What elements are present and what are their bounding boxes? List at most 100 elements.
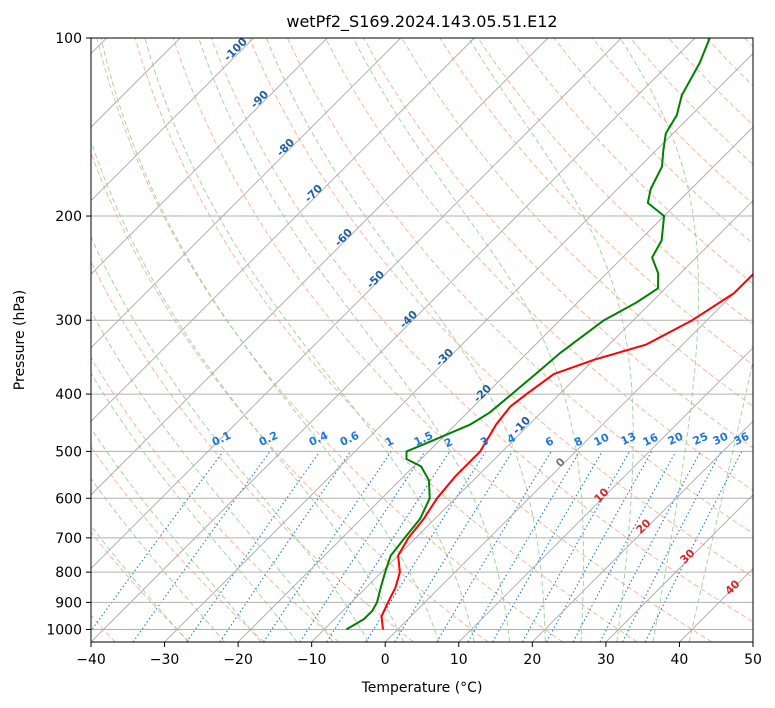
dry-adiabat-line — [210, 38, 753, 623]
dry-adiabat-line — [706, 38, 753, 87]
moist-adiabat-line — [91, 235, 369, 642]
y-tick-label: 900 — [55, 595, 82, 611]
x-axis-label: Temperature (°C) — [361, 680, 483, 696]
mixing-ratio-line — [299, 451, 426, 642]
isotherm-gridline — [91, 38, 696, 642]
moist-adiabat-line — [198, 38, 511, 642]
mixing-ratio-line — [644, 451, 743, 642]
moist-adiabat-label: 0 — [553, 455, 568, 470]
dry-adiabat-label: -20 — [471, 382, 494, 405]
mixing-ratio-line — [546, 451, 653, 642]
y-tick-label: 1000 — [46, 622, 82, 638]
mixing-ratio-label: 8 — [572, 434, 584, 449]
mixing-ratio-label: 0.4 — [307, 429, 330, 449]
x-axis: −40 −30 −20 −10 0 10 20 30 40 50 — [76, 642, 762, 668]
isotherm-gridline — [531, 420, 753, 642]
moist-adiabat-line — [91, 477, 226, 642]
isotherm-gridline — [311, 199, 753, 642]
dry-adiabat-label: -30 — [433, 346, 456, 369]
mixing-ratio-label: 0.2 — [257, 429, 280, 449]
dry-adiabat-label: -60 — [332, 226, 355, 249]
y-axis-label: Pressure (hPa) — [12, 290, 28, 390]
y-tick-label: 600 — [55, 491, 82, 507]
mixing-ratio-line — [599, 451, 702, 642]
y-axis: 1000 900 800 700 600 500 400 300 200 100 — [46, 31, 91, 638]
moist-adiabat-line — [100, 38, 440, 642]
dry-adiabats — [91, 38, 753, 642]
y-tick-label: 100 — [55, 31, 82, 47]
mixing-ratio-line — [394, 451, 513, 642]
moist-adiabat-line — [91, 310, 334, 642]
moist-adiabat-line — [91, 524, 189, 642]
mixing-ratio-label: 0.1 — [210, 429, 233, 449]
moist-adiabat-line — [265, 38, 546, 642]
x-tick-label: 40 — [671, 652, 689, 668]
x-tick-label: −20 — [223, 652, 253, 668]
mixing-ratio-label: 13 — [619, 430, 638, 448]
dry-adiabat-line — [401, 38, 753, 407]
dry-adiabat-line — [553, 38, 753, 245]
x-tick-label: 0 — [381, 652, 390, 668]
dry-adiabat-line — [91, 531, 191, 642]
dry-adiabat-line — [172, 38, 713, 642]
mixing-ratio-label: 30 — [711, 430, 731, 448]
isotherm-gridline — [91, 38, 402, 349]
isotherm-gridline — [679, 567, 753, 642]
dry-adiabat-line — [96, 38, 563, 642]
isotherm-gridline — [458, 347, 753, 642]
mixing-ratio-line — [522, 451, 631, 642]
isotherm-gridline — [91, 38, 549, 496]
x-tick-label: 20 — [523, 652, 541, 668]
isotherm-gridline — [752, 641, 753, 642]
dry-adiabat-label: -90 — [248, 88, 271, 111]
isotherm-gridline — [605, 494, 753, 642]
line-labels: -100-90-80-70-60-50-40-30-20-10010203040… — [210, 38, 752, 598]
isotherm-gridline — [91, 38, 475, 423]
mixing-ratio-line — [219, 451, 352, 642]
moist-adiabat-line — [144, 38, 475, 642]
y-tick-label: 200 — [55, 209, 82, 225]
moist-adiabat-label: 20 — [634, 516, 654, 536]
mixing-ratio-line — [622, 451, 722, 642]
isotherm-gridline — [237, 126, 753, 642]
dry-adiabat-line — [248, 38, 753, 578]
isotherm-gridline — [384, 273, 753, 642]
mixing-ratio-line — [91, 451, 224, 632]
y-tick-label: 800 — [55, 565, 82, 581]
isotherm-gridline — [91, 38, 622, 570]
mixing-ratio-label: 1 — [383, 434, 395, 449]
gridlines — [91, 38, 753, 642]
plot-frame — [90, 37, 754, 643]
x-tick-label: 10 — [450, 652, 468, 668]
isotherm-gridline — [91, 38, 255, 202]
dry-adiabat-line — [91, 151, 489, 642]
mixing-ratio-line — [263, 451, 392, 642]
moist-adiabats — [91, 38, 753, 642]
mixing-ratio-line — [572, 451, 677, 642]
moist-adiabat-label: 40 — [723, 577, 743, 597]
mixing-ratio-line — [436, 451, 552, 642]
dry-adiabat-label: -80 — [274, 136, 297, 159]
moist-adiabat-line — [468, 38, 634, 642]
mixing-ratio-line — [326, 451, 451, 642]
mixing-ratio-label: 6 — [543, 434, 556, 449]
y-tick-label: 700 — [55, 531, 82, 547]
dry-adiabat-line — [91, 445, 265, 642]
dry-adiabat-line — [91, 356, 340, 642]
profile-lines — [345, 38, 753, 631]
moist-adiabat-line — [91, 372, 298, 642]
isotherm-gridline — [91, 38, 328, 275]
mixing-ratio-label: 0.6 — [338, 429, 361, 449]
mixing-ratio-label: 16 — [641, 431, 661, 449]
y-tick-label: 300 — [55, 313, 82, 329]
dry-adiabat-line — [515, 38, 753, 285]
dry-adiabat-line — [325, 38, 753, 491]
moist-adiabat-line — [91, 427, 262, 642]
temperature-profile — [380, 272, 753, 630]
mixing-ratio-label: 20 — [666, 430, 686, 448]
x-tick-label: −40 — [76, 652, 106, 668]
x-tick-label: −10 — [297, 652, 327, 668]
dry-adiabat-line — [363, 38, 753, 449]
dry-adiabat-label: -10 — [510, 414, 533, 437]
